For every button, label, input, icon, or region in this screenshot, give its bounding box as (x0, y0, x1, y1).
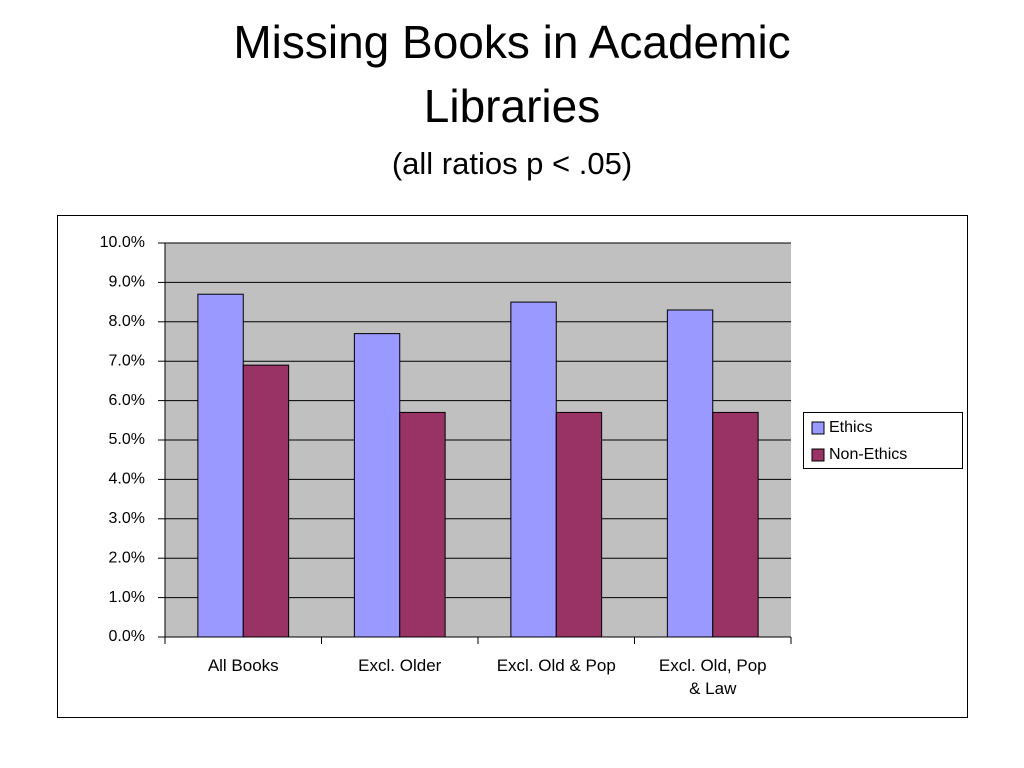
x-tick-label: All Books (207, 656, 279, 675)
y-tick-label: 8.0% (109, 313, 145, 330)
y-tick-label: 2.0% (109, 549, 145, 566)
y-tick-label: 1.0% (109, 589, 145, 606)
y-tick-label: 0.0% (109, 628, 145, 645)
chart-subtitle: (all ratios p < .05) (391, 146, 633, 181)
bar (555, 411, 603, 638)
bar (242, 364, 290, 638)
legend-label: Ethics (829, 419, 873, 436)
y-tick-label: 3.0% (109, 510, 145, 527)
y-tick-label: 6.0% (109, 392, 145, 409)
y-tick-label: 4.0% (109, 471, 145, 488)
bar (399, 411, 446, 638)
x-tick-label: Excl. Old & Pop (496, 656, 616, 675)
bar (712, 411, 759, 638)
legend-swatch (811, 421, 825, 435)
legend-swatch (811, 448, 825, 462)
bar (666, 309, 714, 638)
y-tick-label: 9.0% (109, 274, 145, 291)
legend-box (803, 412, 963, 469)
legend-label: Non-Ethics (829, 446, 907, 463)
y-tick-label: 10.0% (100, 234, 145, 251)
y-tick-label: 5.0% (109, 431, 145, 448)
x-tick-label: Excl. Old, Pop & Law (658, 656, 767, 698)
bar (197, 293, 244, 638)
chart-title: Missing Books in Academic Libraries (233, 16, 791, 132)
bar (353, 333, 401, 638)
x-tick-label: Excl. Older (358, 656, 442, 675)
y-tick-label: 7.0% (109, 352, 145, 369)
bar (510, 301, 557, 638)
